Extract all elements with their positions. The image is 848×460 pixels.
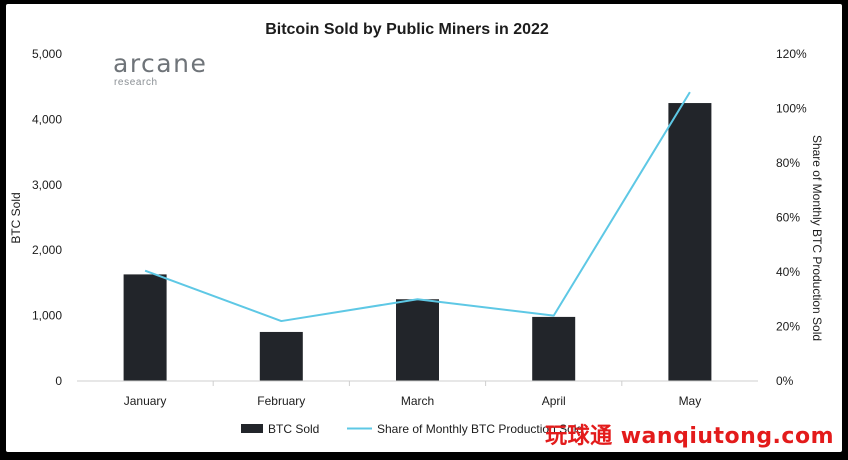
category-label: February [257, 394, 305, 408]
right-tick-label: 60% [776, 211, 800, 225]
right-tick-label: 40% [776, 265, 800, 279]
category-label: March [401, 394, 434, 408]
chart-svg: Bitcoin Sold by Public Miners in 2022 ar… [9, 21, 824, 436]
share-line [144, 91, 691, 323]
legend-swatch-bar [241, 424, 263, 433]
right-tick-label: 20% [776, 320, 800, 334]
bar-february [259, 331, 303, 381]
logo: arcane research [113, 49, 207, 88]
watermark: 玩球通 wanqiutong.com [545, 424, 834, 449]
line-series [144, 91, 691, 323]
left-tick-label: 1,000 [32, 309, 62, 323]
bar-march [396, 299, 439, 381]
right-tick-label: 120% [776, 47, 807, 61]
left-tick-label: 3,000 [32, 178, 62, 192]
legend: BTC Sold Share of Monthly BTC Production… [241, 422, 583, 436]
left-tick-label: 0 [55, 374, 62, 388]
right-axis-label: Share of Monthly BTC Production Sold [810, 135, 824, 341]
logo-wordmark: arcane [113, 49, 207, 78]
chart-title: Bitcoin Sold by Public Miners in 2022 [265, 21, 549, 38]
right-tick-label: 0% [776, 374, 794, 388]
logo-subtitle: research [114, 77, 158, 88]
left-tick-label: 4,000 [32, 112, 62, 126]
category-label: January [124, 394, 167, 408]
category-label: April [542, 394, 566, 408]
bar-january [123, 274, 167, 381]
bar-april [532, 316, 576, 381]
category-label: May [679, 394, 702, 408]
bar-series [123, 103, 712, 382]
left-axis-ticks: 5,000 4,000 3,000 2,000 1,000 0 [32, 47, 62, 388]
left-tick-label: 5,000 [32, 47, 62, 61]
chart-frame: Bitcoin Sold by Public Miners in 2022 ar… [6, 4, 842, 452]
right-tick-label: 100% [776, 102, 807, 116]
legend-label-line: Share of Monthly BTC Production Sold [377, 422, 583, 436]
legend-label-bar: BTC Sold [268, 422, 319, 436]
left-axis-label: BTC Sold [9, 192, 23, 243]
right-axis-ticks: 120% 100% 80% 60% 40% 20% 0% [776, 47, 807, 388]
left-tick-label: 2,000 [32, 243, 62, 257]
right-tick-label: 80% [776, 156, 800, 170]
category-labels: January February March April May [124, 381, 701, 408]
bar-may [668, 103, 712, 382]
